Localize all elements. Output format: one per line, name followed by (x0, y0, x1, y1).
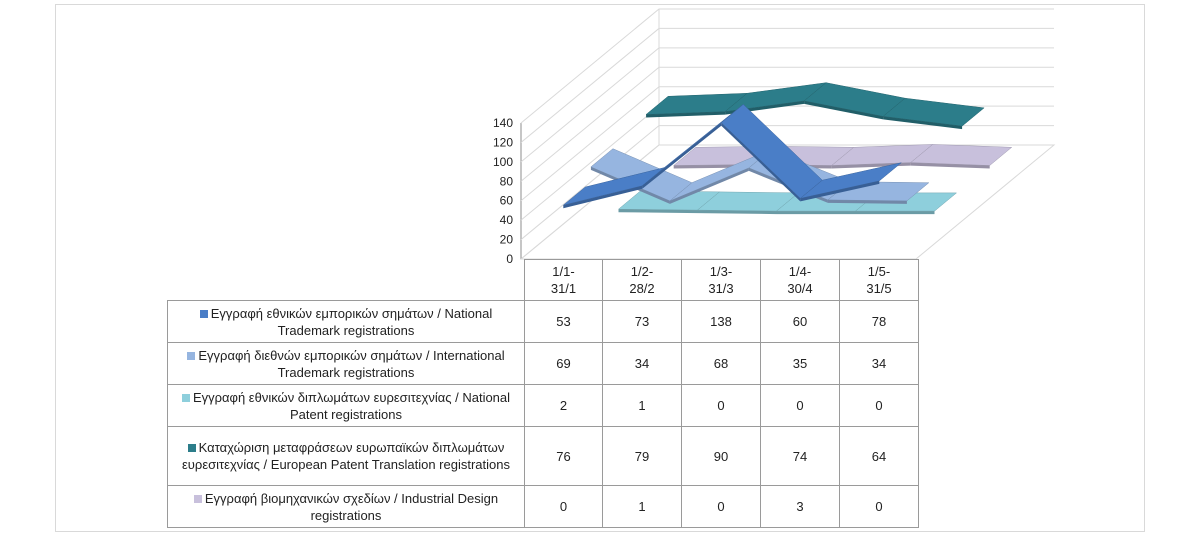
series-ribbon-edge (804, 100, 884, 120)
data-value-cell: 138 (681, 300, 761, 343)
data-value-cell: 60 (760, 300, 840, 343)
series-ribbon-edge (697, 210, 777, 215)
series-name: Εγγραφή εθνικών διπλωμάτων ευρεσιτεχνίας… (192, 389, 511, 422)
series-legend-cell: Εγγραφή εθνικών εμπορικών σημάτων / Nati… (167, 300, 525, 343)
series-ribbon-segment (800, 162, 902, 199)
table-row: Εγγραφή διεθνών εμπορικών σημάτων / Inte… (167, 342, 919, 385)
legend-key-swatch (193, 494, 202, 503)
y-tick-label: 0 (506, 252, 513, 266)
table-row: Καταχώριση μεταφράσεων ευρωπαϊκών διπλωμ… (167, 426, 919, 486)
series-ribbon-edge (910, 162, 990, 169)
series-ribbon-edge (855, 211, 935, 215)
series-ribbon-edge (883, 116, 963, 130)
legend-key-swatch (187, 351, 196, 360)
data-value-cell: 2 (524, 384, 603, 427)
y-tick-label: 140 (493, 116, 513, 130)
series-legend-cell: Εγγραφή βιομηχανικών σχεδίων / Industria… (167, 485, 525, 528)
series-name: Εγγραφή βιομηχανικών σχεδίων / Industria… (204, 490, 499, 523)
y-tick-label: 100 (493, 155, 513, 169)
data-value-cell: 73 (602, 300, 682, 343)
data-value-cell: 0 (839, 485, 919, 528)
gridline (520, 66, 1054, 182)
y-tick-label: 120 (493, 135, 513, 149)
legend-key-swatch (187, 444, 196, 452)
series-ribbon-edge (721, 122, 801, 202)
series-ribbon-edge (776, 211, 856, 215)
x-tick-label: 1/2- 28/2 (602, 259, 682, 301)
x-tick-label: 1/3- 31/3 (681, 259, 761, 301)
gridline (520, 8, 1054, 124)
data-value-cell: 53 (524, 300, 603, 343)
data-value-cell: 76 (524, 426, 603, 486)
series-ribbon-edge (646, 111, 726, 118)
chart-data-table: 1/1- 31/1 1/2- 28/2 1/3- 31/3 1/4- 30/4 1/5-… (167, 259, 919, 528)
data-value-cell: 3 (760, 485, 840, 528)
x-tick-label: 1/1- 31/1 (524, 259, 603, 301)
data-value-cell: 64 (839, 426, 919, 486)
data-value-cell: 79 (602, 426, 682, 486)
y-tick-label: 20 (500, 233, 514, 247)
gridline (520, 27, 1054, 143)
table-header-row: 1/1- 31/1 1/2- 28/2 1/3- 31/3 1/4- 30/4 1/5-… (167, 259, 919, 301)
y-tick-label: 60 (500, 194, 514, 208)
y-tick-label: 40 (500, 213, 514, 227)
series-legend-cell: Καταχώριση μεταφράσεων ευρωπαϊκών διπλωμ… (167, 426, 525, 486)
table-row: Εγγραφή εθνικών διπλωμάτων ευρεσιτεχνίας… (167, 384, 919, 427)
gridline (520, 125, 1054, 240)
chart-frame (55, 4, 1145, 532)
data-value-cell: 0 (681, 485, 761, 528)
table-row: Εγγραφή βιομηχανικών σχεδίων / Industria… (167, 485, 919, 528)
series-ribbon-edge (827, 199, 907, 204)
series-name: Εγγραφή διεθνών εμπορικών σημάτων / Inte… (198, 347, 505, 380)
data-value-cell: 34 (839, 342, 919, 385)
series-name: Καταχώριση μεταφράσεων ευρωπαϊκών διπλωμ… (182, 440, 510, 472)
table-corner (167, 259, 525, 301)
series-ribbon-edge (669, 167, 749, 204)
series-name: Εγγραφή εθνικών εμπορικών σημάτων / Nati… (210, 305, 493, 338)
gridline (520, 47, 1054, 163)
x-tick-label: 1/5- 31/5 (839, 259, 919, 301)
data-value-cell: 0 (681, 384, 761, 427)
data-value-cell: 0 (839, 384, 919, 427)
legend-key-swatch (181, 393, 190, 402)
series-ribbon-edge (831, 162, 911, 169)
table-row: Εγγραφή εθνικών εμπορικών σημάτων / Nati… (167, 300, 919, 343)
data-value-cell: 34 (602, 342, 682, 385)
y-tick-label: 80 (500, 174, 514, 188)
series-ribbon-edge (563, 185, 643, 209)
series-ribbon-edge (642, 122, 722, 189)
data-value-cell: 69 (524, 342, 603, 385)
series-ribbon-edge (800, 180, 880, 202)
series-ribbon-edge (618, 209, 698, 214)
data-value-cell: 68 (681, 342, 761, 385)
x-tick-label: 1/4- 30/4 (760, 259, 840, 301)
data-value-cell: 0 (760, 384, 840, 427)
series-legend-cell: Εγγραφή διεθνών εμπορικών σημάτων / Inte… (167, 342, 525, 385)
data-value-cell: 78 (839, 300, 919, 343)
legend-key-swatch (199, 309, 208, 318)
data-value-cell: 90 (681, 426, 761, 486)
gridline (520, 86, 1054, 202)
series-legend-cell: Εγγραφή εθνικών διπλωμάτων ευρεσιτεχνίας… (167, 384, 525, 427)
data-value-cell: 35 (760, 342, 840, 385)
data-value-cell: 1 (602, 485, 682, 528)
data-value-cell: 0 (524, 485, 603, 528)
data-value-cell: 1 (602, 384, 682, 427)
data-value-cell: 74 (760, 426, 840, 486)
